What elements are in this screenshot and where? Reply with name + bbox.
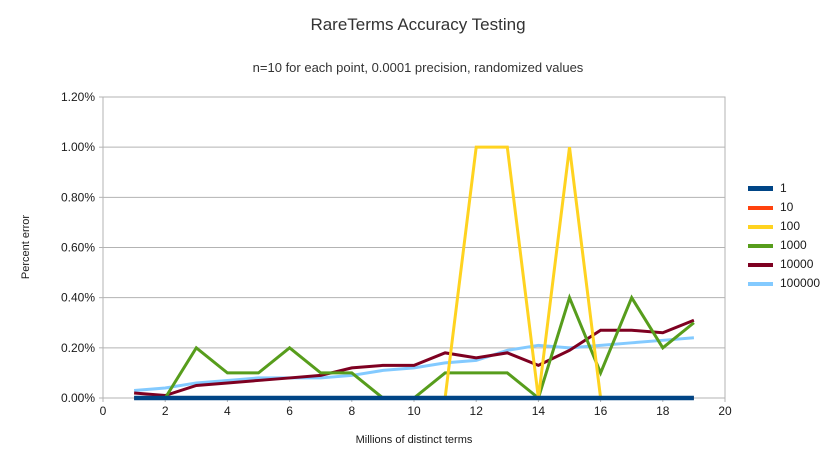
y-tick-label: 1.00% (61, 140, 95, 154)
x-tick-label: 2 (162, 404, 169, 418)
legend-label: 100 (780, 219, 801, 233)
x-tick-label: 14 (532, 404, 546, 418)
y-tick-label: 0.80% (61, 190, 95, 204)
series-line-10000 (133, 318, 695, 398)
legend: 1 10 100 1000 10000 100000 (748, 179, 820, 293)
legend-item: 10 (748, 198, 820, 217)
x-tick-label: 10 (407, 404, 421, 418)
legend-swatch (748, 281, 773, 286)
legend-label: 10000 (780, 257, 814, 271)
series-line-100000 (133, 336, 695, 392)
chart-title: RareTerms Accuracy Testing (310, 15, 526, 34)
y-tick-label: 0.00% (61, 391, 95, 405)
legend-item: 100 (748, 217, 820, 236)
legend-label: 100000 (780, 276, 821, 290)
x-tick-label: 16 (594, 404, 608, 418)
y-tick-label: 0.60% (61, 241, 95, 255)
legend-item: 10000 (748, 255, 820, 274)
legend-swatch (748, 243, 773, 248)
x-tick-label: 6 (286, 404, 293, 418)
y-axis-title: Percent error (20, 214, 32, 280)
x-axis-title: Millions of distinct terms (355, 434, 473, 446)
x-tick-label: 18 (656, 404, 670, 418)
legend-swatch (748, 262, 773, 267)
x-tick-label: 8 (348, 404, 355, 418)
series-line-100 (134, 145, 694, 400)
chart-subtitle: n=10 for each point, 0.0001 precision, r… (252, 60, 584, 75)
x-tick-label: 4 (224, 404, 231, 418)
x-tick-label: 20 (718, 404, 732, 418)
y-tick-label: 1.20% (61, 90, 95, 104)
legend-label: 10 (780, 200, 794, 214)
legend-item: 1000 (748, 236, 820, 255)
y-tick-label: 0.40% (61, 291, 95, 305)
y-tick-label: 0.20% (61, 341, 95, 355)
legend-item: 100000 (748, 274, 820, 293)
legend-swatch (748, 205, 773, 210)
legend-swatch (748, 224, 773, 229)
legend-label: 1 (780, 181, 787, 195)
x-tick-label: 0 (100, 404, 107, 418)
legend-item: 1 (748, 179, 820, 198)
x-tick-label: 12 (470, 404, 484, 418)
legend-label: 1000 (780, 238, 807, 252)
legend-swatch (748, 186, 773, 191)
